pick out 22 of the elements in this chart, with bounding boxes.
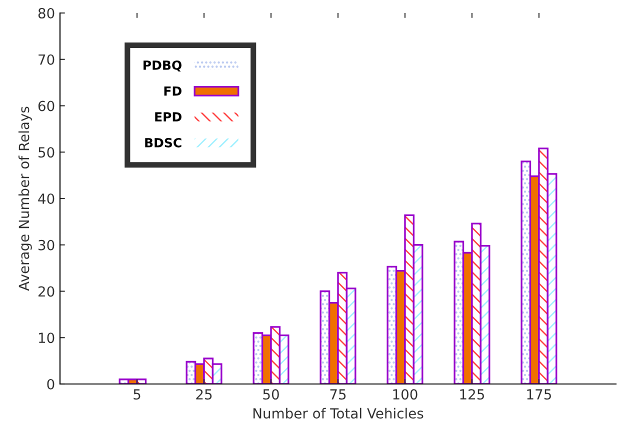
y-tick-label: 40 bbox=[38, 193, 54, 204]
y-axis-title: Average Number of Relays bbox=[18, 106, 32, 291]
x-tick-label: 175 bbox=[527, 389, 552, 400]
x-tick-label: 5 bbox=[134, 389, 140, 400]
legend-label: FD bbox=[164, 86, 182, 96]
y-tick-label: 80 bbox=[38, 8, 54, 18]
x-axis-title: Number of Total Vehicles bbox=[253, 408, 424, 419]
x-tick-label: 125 bbox=[460, 389, 484, 400]
x-tick-label: 100 bbox=[393, 389, 418, 400]
legend-label: PDBQ bbox=[144, 60, 182, 72]
legend-label: EPD bbox=[155, 112, 182, 122]
y-tick-label: 20 bbox=[38, 286, 54, 297]
y-tick-label: 70 bbox=[38, 54, 54, 65]
y-tick-label: 50 bbox=[38, 147, 54, 158]
y-tick-label: 0 bbox=[47, 378, 54, 390]
y-tick-label: 30 bbox=[38, 240, 54, 250]
x-tick-label: 25 bbox=[196, 389, 212, 400]
x-tick-label: 50 bbox=[263, 389, 279, 400]
y-tick-label: 60 bbox=[38, 100, 54, 112]
legend-label: BDSC bbox=[145, 138, 182, 148]
x-tick-label: 75 bbox=[330, 389, 346, 400]
y-tick-label: 10 bbox=[38, 332, 54, 344]
